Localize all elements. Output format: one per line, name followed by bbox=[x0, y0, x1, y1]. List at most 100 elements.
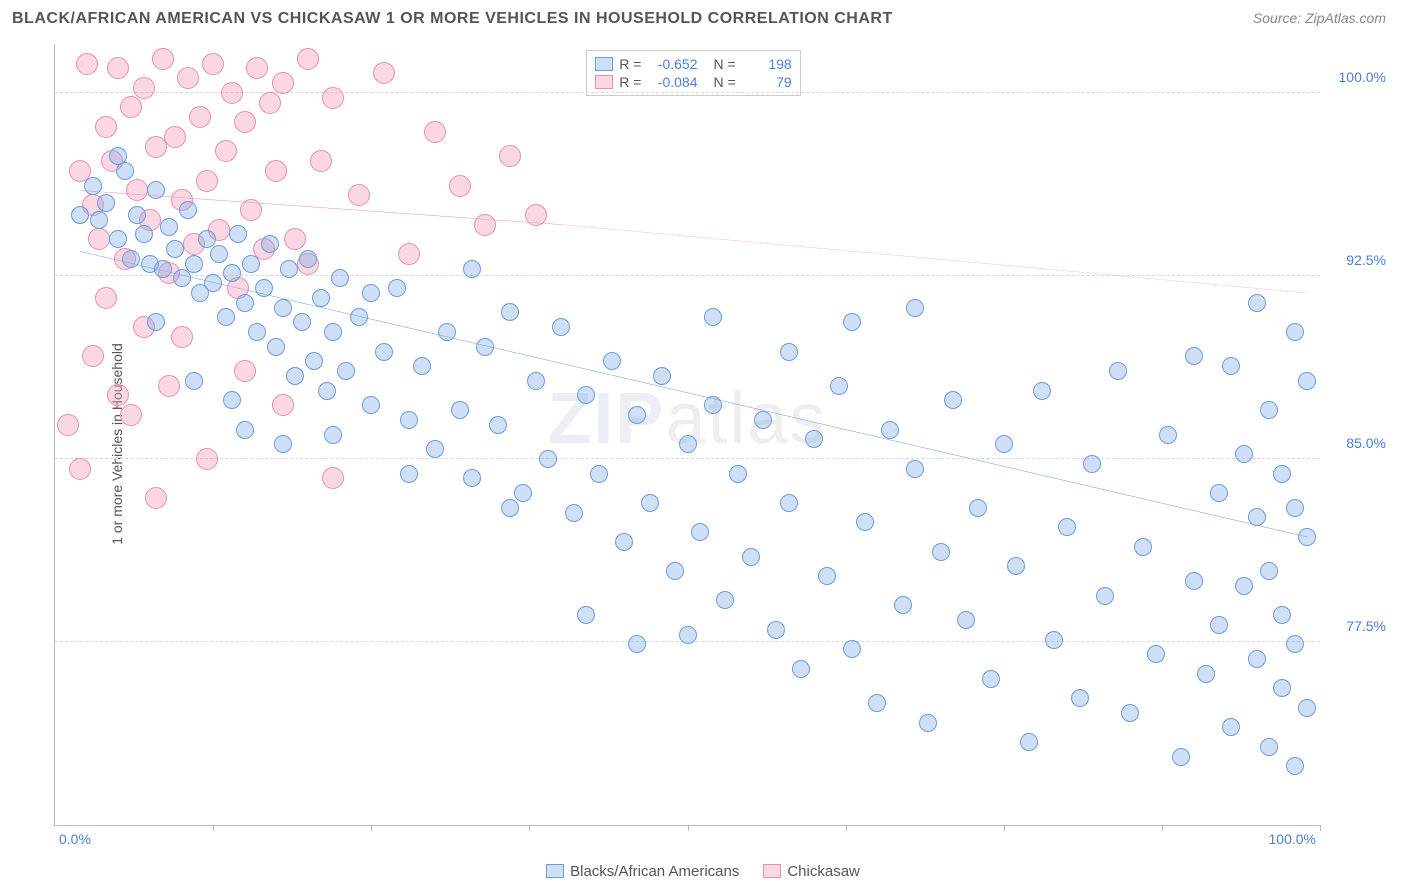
data-point bbox=[1235, 445, 1253, 463]
chart-title: BLACK/AFRICAN AMERICAN VS CHICKASAW 1 OR… bbox=[12, 10, 893, 28]
data-point bbox=[628, 406, 646, 424]
chart-source: Source: ZipAtlas.com bbox=[1253, 10, 1386, 26]
data-point bbox=[350, 308, 368, 326]
gridline-h bbox=[55, 275, 1320, 276]
data-point bbox=[398, 243, 420, 265]
data-point bbox=[107, 384, 129, 406]
data-point bbox=[1286, 499, 1304, 517]
data-point bbox=[1096, 587, 1114, 605]
data-point bbox=[164, 126, 186, 148]
data-point bbox=[126, 179, 148, 201]
data-point bbox=[679, 626, 697, 644]
data-point bbox=[1260, 738, 1278, 756]
data-point bbox=[1210, 616, 1228, 634]
stat-row: R =-0.652N =198 bbox=[595, 55, 791, 73]
data-point bbox=[1185, 347, 1203, 365]
data-point bbox=[463, 260, 481, 278]
data-point bbox=[805, 430, 823, 448]
data-point bbox=[267, 338, 285, 356]
data-point bbox=[248, 323, 266, 341]
data-point bbox=[1020, 733, 1038, 751]
data-point bbox=[1222, 357, 1240, 375]
data-point bbox=[90, 211, 108, 229]
x-tick bbox=[529, 825, 530, 831]
data-point bbox=[1248, 294, 1266, 312]
data-point bbox=[881, 421, 899, 439]
data-point bbox=[501, 499, 519, 517]
data-point bbox=[653, 367, 671, 385]
data-point bbox=[499, 145, 521, 167]
y-tick-label: 92.5% bbox=[1346, 252, 1386, 268]
data-point bbox=[615, 533, 633, 551]
data-point bbox=[1058, 518, 1076, 536]
stat-r-value: -0.652 bbox=[647, 56, 697, 72]
legend-label: Chickasaw bbox=[787, 863, 860, 880]
data-point bbox=[603, 352, 621, 370]
data-point bbox=[274, 435, 292, 453]
data-point bbox=[1134, 538, 1152, 556]
x-tick bbox=[1162, 825, 1163, 831]
data-point bbox=[215, 140, 237, 162]
data-point bbox=[577, 606, 595, 624]
data-point bbox=[868, 694, 886, 712]
data-point bbox=[286, 367, 304, 385]
data-point bbox=[932, 543, 950, 561]
data-point bbox=[400, 465, 418, 483]
stat-n-value: 198 bbox=[742, 56, 792, 72]
x-tick bbox=[688, 825, 689, 831]
data-point bbox=[337, 362, 355, 380]
data-point bbox=[565, 504, 583, 522]
legend-swatch bbox=[595, 75, 613, 89]
data-point bbox=[246, 57, 268, 79]
data-point bbox=[171, 326, 193, 348]
data-point bbox=[742, 548, 760, 566]
data-point bbox=[1159, 426, 1177, 444]
data-point bbox=[255, 279, 273, 297]
data-point bbox=[128, 206, 146, 224]
data-point bbox=[792, 660, 810, 678]
data-point bbox=[729, 465, 747, 483]
data-point bbox=[322, 87, 344, 109]
data-point bbox=[1147, 645, 1165, 663]
data-point bbox=[375, 343, 393, 361]
data-point bbox=[1222, 718, 1240, 736]
data-point bbox=[1273, 606, 1291, 624]
data-point bbox=[489, 416, 507, 434]
data-point bbox=[147, 313, 165, 331]
data-point bbox=[476, 338, 494, 356]
data-point bbox=[185, 255, 203, 273]
data-point bbox=[95, 287, 117, 309]
data-point bbox=[318, 382, 336, 400]
data-point bbox=[982, 670, 1000, 688]
stat-n-label: N = bbox=[713, 74, 735, 90]
data-point bbox=[221, 82, 243, 104]
data-point bbox=[1185, 572, 1203, 590]
data-point bbox=[388, 279, 406, 297]
data-point bbox=[944, 391, 962, 409]
data-point bbox=[1298, 699, 1316, 717]
data-point bbox=[1210, 484, 1228, 502]
data-point bbox=[906, 299, 924, 317]
x-axis-max-label: 100.0% bbox=[1269, 831, 1316, 847]
data-point bbox=[265, 160, 287, 182]
data-point bbox=[259, 92, 281, 114]
data-point bbox=[272, 394, 294, 416]
data-point bbox=[362, 396, 380, 414]
data-point bbox=[1172, 748, 1190, 766]
data-point bbox=[1121, 704, 1139, 722]
data-point bbox=[969, 499, 987, 517]
data-point bbox=[919, 714, 937, 732]
stat-row: R =-0.084N =79 bbox=[595, 73, 791, 91]
gridline-h bbox=[55, 458, 1320, 459]
data-point bbox=[995, 435, 1013, 453]
data-point bbox=[1286, 323, 1304, 341]
data-point bbox=[1071, 689, 1089, 707]
data-point bbox=[210, 245, 228, 263]
data-point bbox=[189, 106, 211, 128]
data-point bbox=[1298, 372, 1316, 390]
data-point bbox=[843, 640, 861, 658]
data-point bbox=[154, 260, 172, 278]
legend-swatch bbox=[595, 57, 613, 71]
data-point bbox=[539, 450, 557, 468]
data-point bbox=[906, 460, 924, 478]
